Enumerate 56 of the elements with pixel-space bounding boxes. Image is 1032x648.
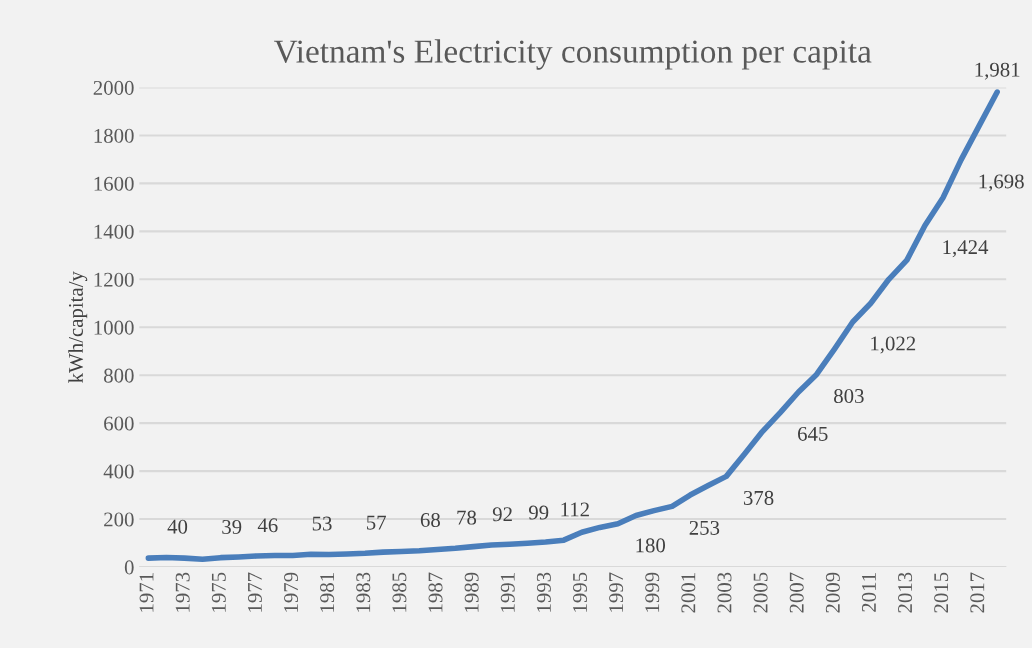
x-tick-label: 2003 [717, 572, 732, 613]
data-label: 112 [561, 502, 589, 517]
data-label: 92 [492, 507, 512, 522]
x-tick-label: 1995 [573, 572, 587, 612]
x-tick-label: 1999 [645, 572, 660, 612]
data-label: 78 [457, 510, 477, 525]
y-tick-label: 1200 [94, 272, 134, 287]
x-tick-label: 2017 [970, 572, 985, 613]
x-tick-label: 1993 [536, 572, 551, 612]
data-label: 1,424 [943, 240, 989, 258]
x-tick-label: 2015 [934, 572, 949, 613]
x-tick-label: 1973 [175, 572, 190, 612]
data-label: 46 [257, 518, 278, 533]
data-label: 40 [167, 519, 188, 534]
x-tick-label: 1985 [392, 572, 407, 612]
x-tick-label: 2009 [825, 572, 840, 613]
x-tick-label: 1987 [428, 572, 443, 612]
x-tick-label: 1997 [609, 572, 624, 612]
data-label: 1,698 [979, 174, 1024, 192]
x-tick-label: 1983 [356, 572, 371, 612]
data-label: 68 [420, 512, 440, 528]
y-tick-label: 1400 [94, 224, 134, 239]
x-tick-label: 2007 [789, 572, 804, 613]
x-tick-label: 1971 [139, 573, 154, 612]
y-axis-title: kWh/capita/y [68, 271, 88, 383]
data-label: 53 [312, 516, 332, 531]
chart-title: Vietnam's Electricity consumption per capita [274, 39, 872, 70]
x-tick-label: 1977 [247, 572, 262, 612]
x-tick-label: 1975 [211, 572, 226, 612]
y-tick-label: 1600 [94, 176, 134, 191]
x-tick-label: 2013 [898, 572, 913, 613]
x-tick-label: 2001 [681, 573, 696, 613]
x-tick-label: 1989 [464, 572, 479, 612]
data-label: 57 [366, 515, 386, 530]
y-tick-label: 600 [104, 416, 134, 431]
data-label: 180 [636, 538, 666, 553]
x-tick-label: 1991 [500, 573, 515, 612]
y-tick-label: 2000 [93, 80, 134, 95]
y-tick-label: 1000 [94, 320, 134, 335]
y-tick-label: 400 [103, 464, 134, 479]
data-label: 99 [528, 505, 549, 520]
data-label: 1,022 [871, 336, 916, 354]
y-tick-label: 200 [104, 512, 134, 527]
data-label: 803 [834, 388, 864, 404]
data-label: 39 [222, 519, 242, 534]
x-tick-label: 2005 [753, 572, 768, 613]
y-tick-label: 0 [124, 560, 134, 575]
x-tick-label: 2011 [861, 573, 876, 612]
data-label: 253 [689, 520, 720, 535]
y-tick-label: 800 [104, 368, 134, 383]
y-tick-label: 1800 [94, 128, 134, 143]
x-tick-label: 1981 [320, 573, 335, 612]
x-tick-label: 1979 [284, 572, 299, 612]
data-label: 378 [743, 490, 774, 505]
data-label: 645 [798, 426, 828, 441]
data-label: 1,981 [975, 62, 1020, 80]
